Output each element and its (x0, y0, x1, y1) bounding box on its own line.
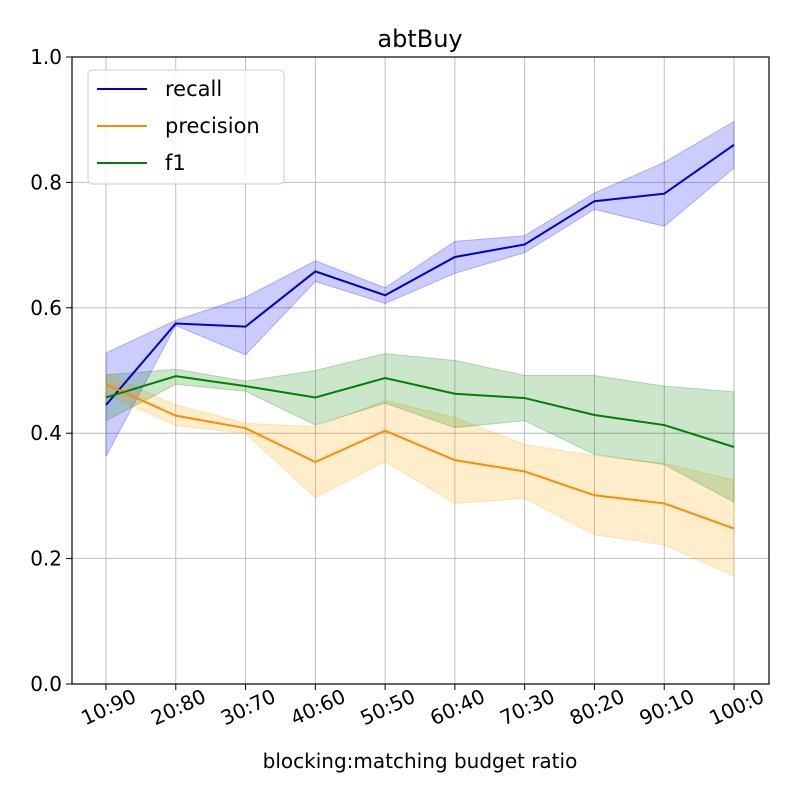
legend-label-precision: precision (165, 114, 260, 138)
f1-line (105, 375, 735, 448)
confidence-bands (105, 120, 735, 577)
x-tick-label: 70:30 (496, 684, 558, 730)
y-tick-label: 1.0 (30, 45, 62, 69)
x-tick-label: 30:70 (217, 684, 279, 730)
legend-box (87, 69, 285, 185)
x-tick-label: 80:20 (566, 684, 628, 730)
recall-line (105, 143, 735, 406)
y-tick-label: 0.4 (30, 421, 62, 445)
x-tick-label: 40:60 (287, 684, 349, 730)
x-tick-label: 100:0 (705, 684, 767, 730)
series-lines (105, 143, 735, 530)
y-tick-label: 0.6 (30, 296, 62, 320)
chart-title: abtBuy (377, 25, 462, 53)
precision-line (105, 383, 735, 530)
x-tick-label: 50:50 (356, 684, 418, 730)
x-axis-label: blocking:matching budget ratio (263, 749, 578, 773)
plot-frame (71, 56, 770, 685)
y-axis-ticks: 0.0 0.2 0.4 0.6 0.8 1.0 (30, 45, 72, 696)
legend-label-recall: recall (165, 77, 222, 101)
f1-band (105, 353, 735, 504)
legend: recall precision f1 (87, 69, 285, 185)
x-axis-ticks: 10:90 20:80 30:70 40:60 50:50 60:40 70:30 80:20… (77, 684, 768, 730)
x-tick-label: 10:90 (77, 684, 139, 730)
y-tick-label: 0.8 (30, 170, 62, 194)
x-tick-label: 90:10 (636, 684, 698, 730)
x-tick-label: 60:40 (426, 684, 488, 730)
precision-band (105, 372, 735, 577)
x-tick-label: 20:80 (147, 684, 209, 730)
y-tick-label: 0.2 (30, 547, 62, 571)
legend-label-f1: f1 (165, 151, 186, 175)
y-tick-label: 0.0 (30, 672, 62, 696)
recall-band (105, 120, 735, 457)
